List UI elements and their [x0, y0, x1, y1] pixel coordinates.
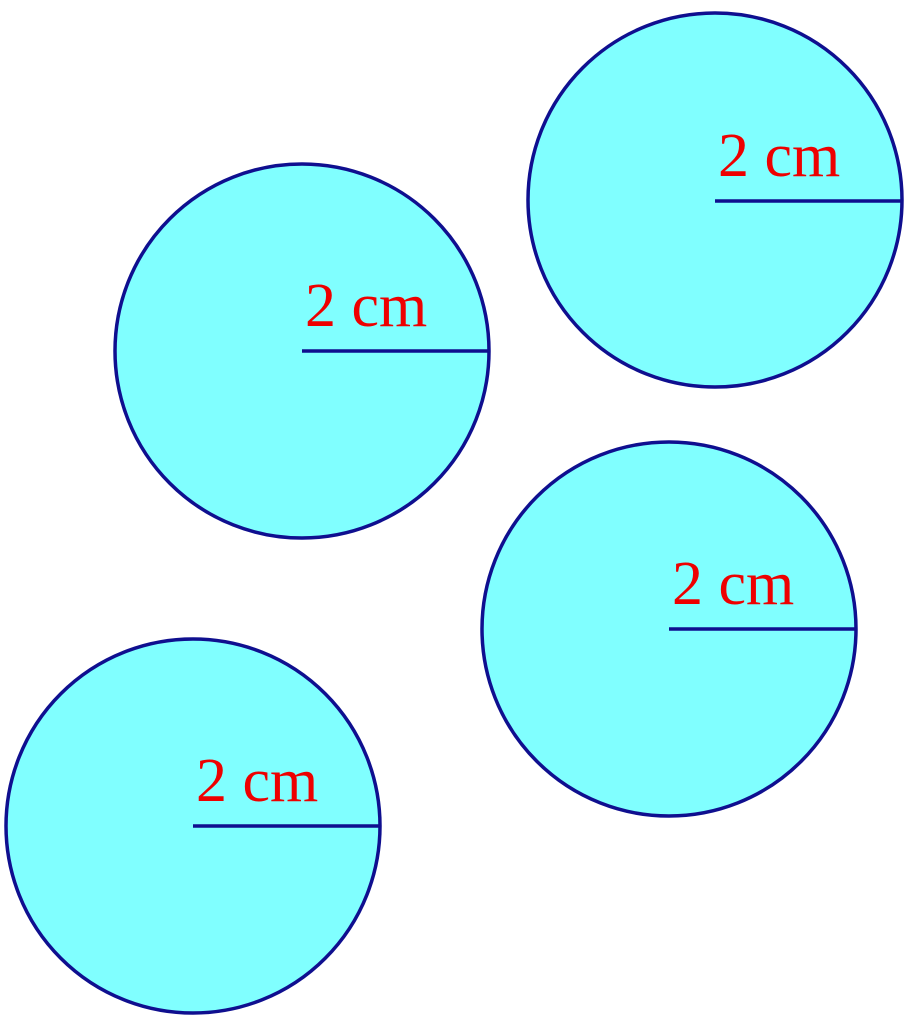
radius-label-top-right: 2 cm: [718, 122, 840, 190]
radius-label-middle-right: 2 cm: [672, 550, 794, 618]
radius-label-upper-left: 2 cm: [305, 272, 427, 340]
circle-group-upper-left: 2 cm: [115, 164, 489, 538]
circle-group-middle-right: 2 cm: [482, 442, 856, 816]
circle-group-bottom-left: 2 cm: [6, 639, 380, 1013]
circle-group-top-right: 2 cm: [528, 13, 902, 387]
radius-label-bottom-left: 2 cm: [196, 747, 318, 815]
